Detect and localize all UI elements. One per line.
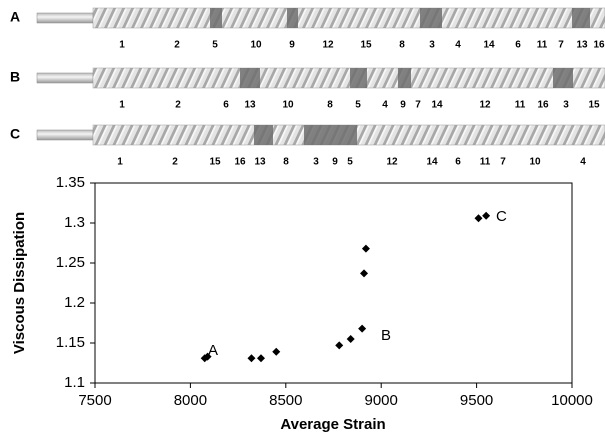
element-number: 9 [400,100,406,111]
shaft [36,129,94,141]
element-number: 13 [244,100,256,111]
element-number: 3 [313,157,319,168]
screw [92,7,605,29]
element-number: 5 [355,100,361,111]
element-number: 12 [386,157,398,168]
point [272,347,281,356]
element-number: 4 [580,157,586,168]
kneading-block [254,125,273,145]
y-axis-title: Viscous Dissipation [11,212,28,354]
element-number: 16 [593,40,605,51]
kneading-block [287,8,298,28]
screw-label: A [10,9,20,25]
point [247,354,256,363]
point [335,341,344,350]
screw-label: C [10,126,20,142]
element-number: 8 [327,100,333,111]
element-number: 11 [515,100,526,111]
point [256,354,265,363]
element-number: 10 [529,157,541,168]
element-number: 7 [415,100,421,111]
element-number: 3 [429,40,435,51]
element-number: 13 [576,40,588,51]
kneading-block [350,68,367,88]
element-number: 16 [537,100,549,111]
element-number: 10 [282,100,294,111]
y-tick-label: 1.3 [64,214,85,231]
x-tick-label: 10000 [551,392,593,409]
element-number: 15 [588,100,600,111]
element-number: 5 [347,157,353,168]
x-tick-label: 9500 [460,392,493,409]
point [358,324,367,333]
point [203,352,212,361]
element-number: 8 [399,40,405,51]
point [346,335,355,343]
element-number: 13 [254,157,266,168]
x-tick-label: 8500 [269,392,302,409]
element-number: 14 [426,157,438,168]
kneading-block [420,8,442,28]
element-number: 6 [515,40,521,51]
kneading-block [553,68,573,88]
shaft [36,12,94,24]
element-number: 14 [483,40,495,51]
element-number: 12 [322,40,334,51]
point [482,211,491,220]
x-tick-label: 8000 [174,392,207,409]
element-number: 2 [175,100,181,111]
element-number: 10 [250,40,262,51]
element-number: 6 [455,157,461,168]
element-number: 14 [431,100,443,111]
element-number: 7 [500,157,506,168]
element-number: 5 [212,40,218,51]
annotation: C [496,208,507,225]
element-number: 11 [480,157,491,168]
y-tick-label: 1.15 [56,334,85,351]
element-number: 2 [172,157,178,168]
element-number: 6 [223,100,229,111]
point [360,269,369,278]
y-tick-label: 1.25 [56,254,85,271]
shaft [36,72,94,84]
element-number: 1 [119,40,125,51]
x-axis-title: Average Strain [280,416,385,433]
element-number: 1 [117,157,123,168]
element-number: 2 [174,40,180,51]
element-number: 11 [537,40,548,51]
point [361,244,370,253]
screw-label: B [10,69,20,85]
element-number: 3 [563,100,569,111]
y-tick-label: 1.1 [64,374,85,391]
element-number: 4 [455,40,461,51]
y-tick-label: 1.35 [56,174,85,191]
element-number: 7 [558,40,564,51]
kneading-block [210,8,222,28]
element-number: 15 [360,40,372,51]
element-number: 16 [234,157,246,168]
annotation: B [381,327,391,344]
screw [92,67,605,89]
annotation: A [208,342,218,359]
element-number: 4 [382,100,388,111]
plot-frame [94,182,573,384]
element-number: 9 [332,157,338,168]
kneading-block [304,125,357,145]
x-tick-label: 7500 [78,392,111,409]
element-number: 1 [119,100,125,111]
kneading-block [240,68,260,88]
x-tick-label: 9000 [365,392,398,409]
element-number: 9 [289,40,295,51]
y-tick-label: 1.2 [64,294,85,311]
kneading-block [572,8,590,28]
element-number: 12 [479,100,491,111]
kneading-block [398,68,411,88]
point [474,214,483,223]
element-number: 8 [283,157,289,168]
element-number: 15 [209,157,221,168]
